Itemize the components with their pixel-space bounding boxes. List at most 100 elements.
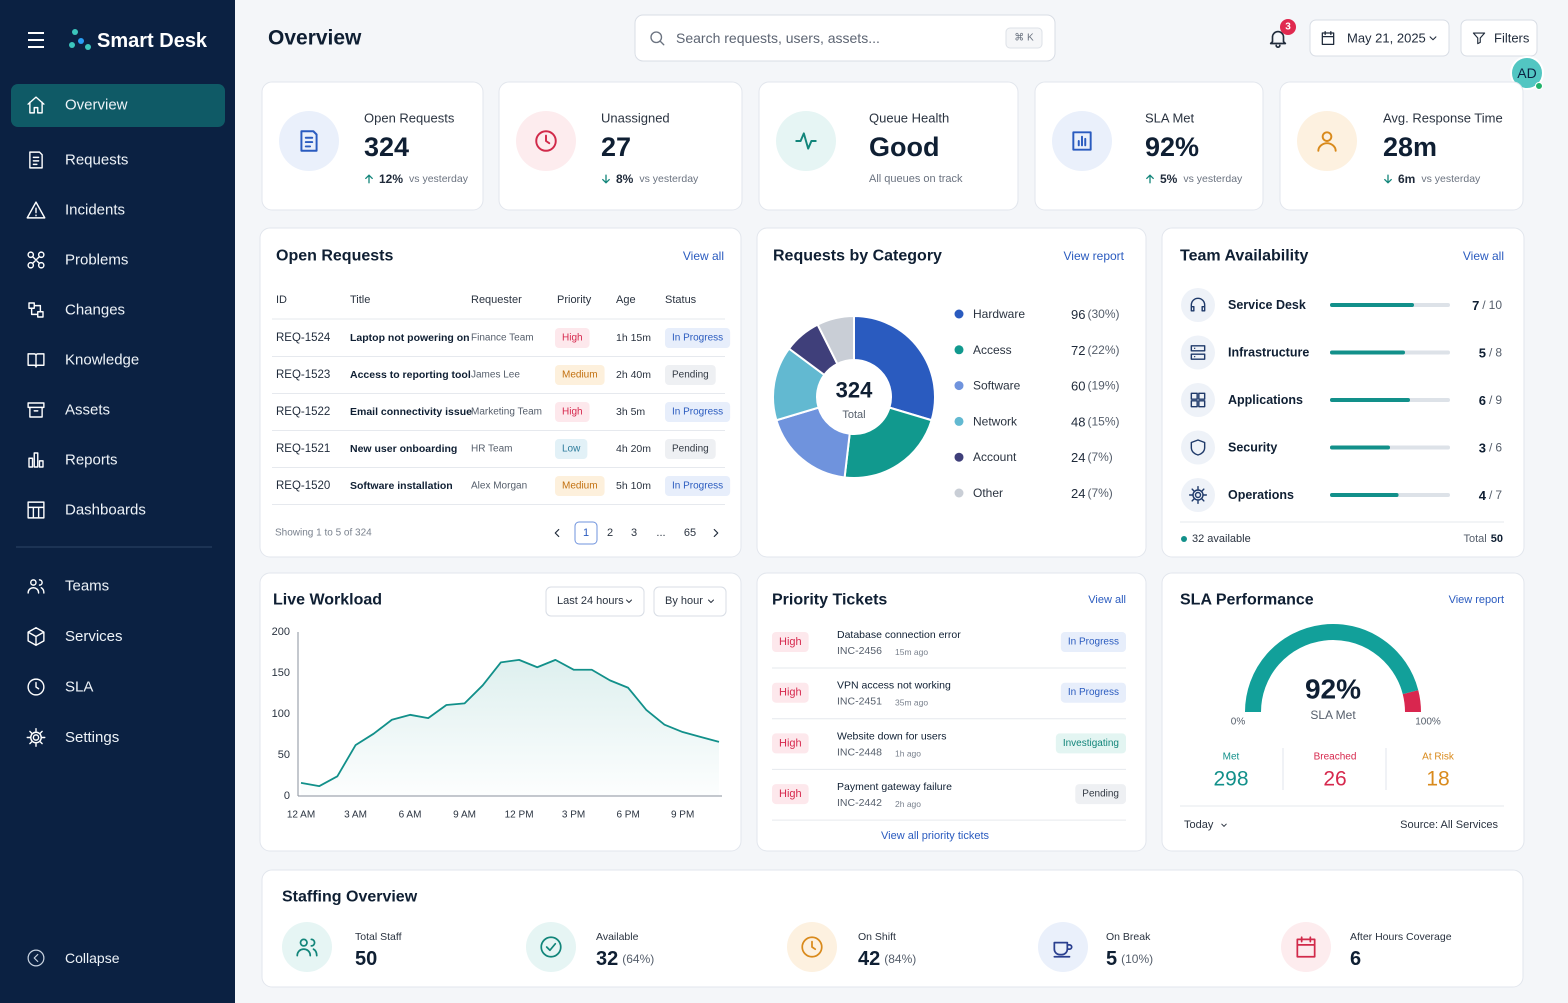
team-name: Applications — [1228, 393, 1303, 407]
icon — [626, 599, 632, 603]
link[interactable]: View report — [1064, 249, 1125, 263]
legend-value: 24 (7%) — [1071, 450, 1113, 465]
stat-value: 298 — [1213, 768, 1248, 791]
nav-item[interactable]: Teams — [65, 578, 109, 595]
kpi-comparison: vs yesterday — [1421, 173, 1481, 185]
kpi-change-value: 12% — [379, 172, 403, 186]
category-share: (22%) — [1087, 343, 1119, 357]
request-id: REQ-1523 — [276, 369, 330, 381]
badge — [1055, 733, 1126, 754]
interval-select[interactable] — [653, 586, 727, 617]
kpi-change: 6m vs yesterday — [1398, 172, 1481, 186]
link[interactable]: View report — [1449, 594, 1504, 606]
nav-item[interactable]: Changes — [65, 302, 125, 319]
availability-bar — [1330, 303, 1414, 307]
menu-button[interactable] — [28, 32, 44, 48]
staff-number: 50 — [355, 948, 377, 970]
nav-item[interactable]: Assets — [65, 402, 110, 419]
stat-label: Met — [1223, 752, 1240, 763]
nav-item[interactable]: Incidents — [65, 202, 125, 219]
kpi-card — [758, 81, 1019, 211]
team-available: 5 — [1479, 345, 1486, 360]
request-title: Access to reporting tool — [350, 369, 471, 381]
period-select[interactable]: Today — [1184, 819, 1214, 831]
filters-label: Filters — [1494, 31, 1530, 46]
badge-label: Pending — [672, 444, 709, 455]
page-number[interactable]: ... — [656, 527, 665, 539]
page-number[interactable]: 2 — [607, 527, 613, 539]
badge-label: High — [779, 788, 802, 800]
icon — [1429, 36, 1437, 41]
badge — [665, 439, 716, 459]
team-name: Infrastructure — [1228, 346, 1309, 360]
gauge-value-label: 92% — [1305, 674, 1361, 705]
badge-label: High — [779, 687, 802, 699]
staff-share: (10%) — [1121, 952, 1153, 966]
nav-item[interactable]: Dashboards — [65, 502, 146, 519]
page-number[interactable]: 3 — [631, 527, 637, 539]
ticket-id: INC-2448 — [837, 746, 882, 758]
legend-value: 48 (15%) — [1071, 414, 1119, 429]
legend-dot — [954, 309, 964, 319]
icon — [708, 599, 714, 603]
kpi-value: 92% — [1145, 132, 1199, 162]
search-box[interactable] — [634, 14, 1056, 62]
icon — [1472, 32, 1486, 45]
team-capacity: 10 — [1489, 298, 1503, 312]
availability-bar — [1330, 350, 1405, 355]
team-ratio: 3/6 — [1479, 440, 1503, 455]
link[interactable]: View all — [1088, 594, 1126, 606]
kpi-comparison: vs yesterday — [639, 173, 699, 185]
badge — [555, 439, 588, 459]
nav-item[interactable]: Services — [65, 628, 123, 645]
nav-item[interactable]: Settings — [65, 729, 119, 746]
team-capacity: 6 — [1495, 441, 1502, 455]
kpi-comparison: vs yesterday — [409, 173, 469, 185]
legend-value: 96 (30%) — [1071, 307, 1119, 322]
icon — [1190, 345, 1206, 360]
nav-item[interactable]: Knowledge — [65, 352, 139, 369]
nav-item[interactable]: SLA — [65, 679, 93, 696]
staff-icon-bg — [526, 922, 576, 972]
filters-button[interactable] — [1460, 19, 1538, 57]
category-share: (15%) — [1087, 414, 1119, 428]
link[interactable]: View all — [1463, 249, 1504, 263]
team-icon-bg — [1181, 478, 1215, 512]
icon — [27, 678, 45, 696]
page-number[interactable]: 1 — [583, 527, 589, 539]
page-number[interactable]: 65 — [684, 527, 696, 539]
nav-item[interactable]: Overview — [65, 97, 128, 114]
team-name: Security — [1228, 441, 1277, 455]
nav-item[interactable]: Reports — [65, 452, 118, 469]
icon — [300, 130, 318, 152]
request-id: REQ-1520 — [276, 480, 330, 492]
team-name: Service Desk — [1228, 298, 1306, 312]
kpi-value: Good — [869, 132, 939, 162]
link[interactable]: View all priority tickets — [881, 830, 989, 842]
nav-item[interactable]: Problems — [65, 252, 128, 269]
gauge-tick-label: 100% — [1415, 717, 1441, 728]
stat-value: 18 — [1426, 768, 1449, 791]
nav-item[interactable]: Requests — [65, 152, 128, 169]
avatar[interactable] — [1510, 56, 1544, 90]
ticket-age: 15m ago — [895, 647, 928, 657]
pie-total: 324 — [836, 378, 873, 403]
staff-number: 32 — [596, 948, 618, 970]
icon — [29, 151, 43, 169]
range-select[interactable] — [545, 586, 645, 617]
available-label: 32 available — [1192, 533, 1251, 545]
kpi-value: 27 — [601, 132, 631, 162]
card-title: Open Requests — [276, 248, 393, 265]
link[interactable]: View all — [683, 249, 724, 263]
staff-number: 42 — [858, 948, 880, 970]
notification-count: 3 — [1285, 22, 1291, 33]
ratio-separator: / — [1489, 393, 1493, 407]
date-picker[interactable] — [1309, 19, 1450, 57]
x-tick-label: 9 PM — [671, 810, 694, 821]
badge — [665, 365, 716, 385]
icon — [27, 949, 45, 967]
request-age: 1h 15m — [616, 332, 651, 344]
collapse-button[interactable]: Collapse — [65, 950, 120, 966]
badge-label: In Progress — [1068, 637, 1119, 648]
x-tick-label: 3 PM — [562, 810, 585, 821]
